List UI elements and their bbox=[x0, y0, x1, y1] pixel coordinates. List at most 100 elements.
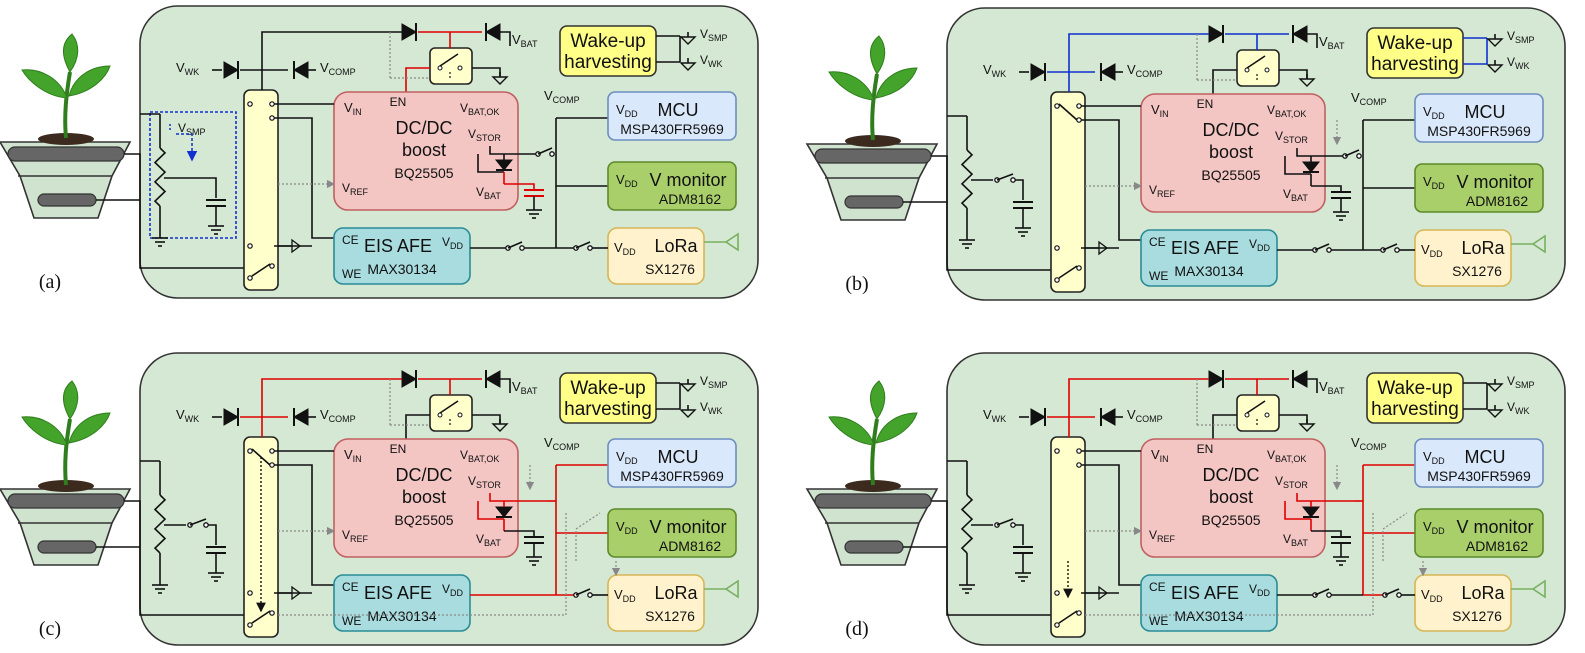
supply-switch bbox=[429, 47, 473, 85]
eis-title: EIS AFE bbox=[1171, 238, 1239, 258]
boost-title: boost bbox=[402, 140, 446, 160]
vsmp-label: VSMP bbox=[178, 121, 206, 137]
wake-up-harvesting-block bbox=[559, 372, 657, 424]
vstor-label: VSTOR bbox=[1275, 129, 1308, 145]
plant-pot bbox=[805, 143, 939, 221]
vmon-vdd-label: VDD bbox=[616, 519, 638, 536]
vmon-title: V monitor bbox=[1456, 517, 1533, 537]
mcu-title: MCU bbox=[658, 447, 699, 467]
ground-icon bbox=[152, 232, 168, 247]
lora-vdd-label: VDD bbox=[1421, 587, 1443, 604]
lora-block bbox=[607, 227, 705, 285]
sampling-network bbox=[140, 113, 226, 247]
vref-label: VREF bbox=[1149, 528, 1176, 544]
ground-icon bbox=[679, 405, 697, 418]
vmon-chip-label: ADM8162 bbox=[659, 538, 721, 554]
mcu-vdd-label: VDD bbox=[616, 449, 638, 466]
vmon-title: V monitor bbox=[649, 170, 726, 190]
eis-vdd-label: VDD bbox=[1249, 582, 1271, 598]
lora-title: LoRa bbox=[654, 236, 698, 256]
analog-mux bbox=[243, 89, 279, 291]
eis-afe-block bbox=[333, 227, 471, 285]
ground-icon bbox=[1015, 222, 1031, 237]
eis-chip-label: MAX30134 bbox=[1174, 608, 1243, 624]
v-monitor-block bbox=[1414, 163, 1544, 213]
sampling-network bbox=[947, 115, 1033, 249]
sampling-network bbox=[140, 460, 226, 594]
ground-icon bbox=[679, 32, 697, 45]
electrode-bottom bbox=[844, 195, 904, 209]
boost-title: boost bbox=[1209, 142, 1253, 162]
vbat-internal-label: VBAT bbox=[1283, 532, 1308, 548]
we-label: WE bbox=[342, 614, 361, 628]
v-monitor-block bbox=[607, 161, 737, 211]
lora-chip-label: SX1276 bbox=[1452, 608, 1502, 624]
sampling-network-highlight bbox=[149, 111, 237, 239]
ground-icon bbox=[1486, 34, 1504, 47]
vin-label: VIN bbox=[344, 447, 362, 464]
vin-label: VIN bbox=[1151, 447, 1169, 464]
vwk-output-label: VWK bbox=[1507, 400, 1530, 416]
vin-label: VIN bbox=[344, 100, 362, 117]
vmon-vdd-label: VDD bbox=[1423, 174, 1445, 191]
ce-label: CE bbox=[1149, 580, 1166, 594]
lora-block bbox=[607, 574, 705, 632]
vbat-internal-label: VBAT bbox=[1283, 187, 1308, 203]
eis-title: EIS AFE bbox=[364, 583, 432, 603]
vwk-output-label: VWK bbox=[700, 400, 723, 416]
v-monitor-block bbox=[1414, 508, 1544, 558]
antenna-icon bbox=[704, 232, 739, 252]
ground-icon bbox=[526, 551, 542, 566]
eis-afe-block bbox=[1140, 229, 1278, 287]
sampling-network bbox=[947, 460, 1033, 594]
electrode-top bbox=[7, 146, 125, 162]
mcu-block bbox=[607, 438, 737, 488]
wake-up-label: Wake-up bbox=[1377, 33, 1452, 54]
eis-chip-label: MAX30134 bbox=[367, 608, 436, 624]
lora-vdd-label: VDD bbox=[1421, 242, 1443, 259]
diode-icon bbox=[223, 61, 240, 79]
vwk-output-label: VWK bbox=[1507, 55, 1530, 71]
wake-up-harvesting-block bbox=[559, 25, 657, 77]
eis-vdd-label: VDD bbox=[442, 235, 464, 251]
panel-tag: (a) bbox=[39, 271, 61, 293]
boost-title: boost bbox=[1209, 487, 1253, 507]
ground-icon bbox=[208, 567, 224, 582]
vstor-label: VSTOR bbox=[468, 127, 501, 143]
ground-icon bbox=[679, 58, 697, 71]
wake-up-label: Wake-up bbox=[570, 31, 645, 52]
lora-chip-label: SX1276 bbox=[645, 608, 695, 624]
vcomp-label: VCOMP bbox=[1127, 407, 1163, 424]
vcomp-rail-label: VCOMP bbox=[544, 88, 580, 105]
boost-title: boost bbox=[402, 487, 446, 507]
dcdc-title: DC/DC bbox=[1203, 120, 1260, 140]
dcdc-title: DC/DC bbox=[396, 465, 453, 485]
vmon-vdd-label: VDD bbox=[1423, 519, 1445, 536]
ground-icon bbox=[959, 579, 975, 594]
we-label: WE bbox=[1149, 269, 1168, 283]
lora-block bbox=[1414, 229, 1512, 287]
electrode-bottom bbox=[37, 540, 97, 554]
harvesting-label: harvesting bbox=[564, 52, 652, 73]
ground-icon bbox=[1015, 567, 1031, 582]
vstor-label: VSTOR bbox=[1275, 474, 1308, 490]
supply-switch bbox=[1236, 49, 1280, 87]
mcu-chip-label: MSP430FR5969 bbox=[1427, 123, 1531, 139]
wake-up-harvesting-block bbox=[1366, 27, 1464, 79]
vbat-ok-label: VBAT,OK bbox=[1267, 448, 1306, 464]
vbat-label: VBAT bbox=[512, 379, 538, 396]
mcu-title: MCU bbox=[1465, 102, 1506, 122]
lora-vdd-label: VDD bbox=[614, 240, 636, 257]
we-label: WE bbox=[1149, 614, 1168, 628]
lora-chip-label: SX1276 bbox=[1452, 263, 1502, 279]
vwk-label: VWK bbox=[983, 62, 1006, 79]
vcomp-rail-label: VCOMP bbox=[1351, 435, 1387, 452]
vwk-output-label: VWK bbox=[700, 53, 723, 69]
panel-tag: (b) bbox=[845, 273, 868, 295]
ce-label: CE bbox=[342, 580, 359, 594]
eis-vdd-label: VDD bbox=[442, 582, 464, 598]
dcdc-boost-block bbox=[333, 438, 519, 558]
panel-tag: (d) bbox=[845, 618, 868, 640]
supply-switch bbox=[1236, 394, 1280, 432]
